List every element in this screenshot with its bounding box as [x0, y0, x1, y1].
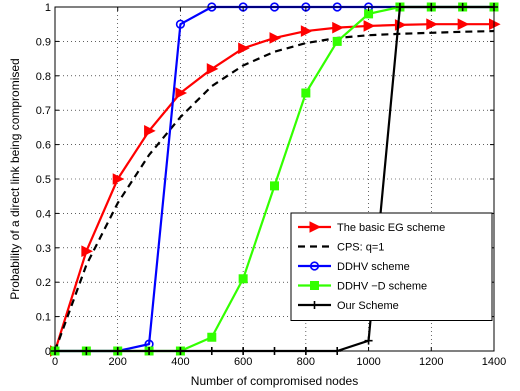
series-line — [53, 29, 495, 352]
data-point — [207, 332, 217, 342]
x-tick-label: 600 — [234, 356, 252, 368]
series-1 — [53, 29, 495, 352]
ticks: 0 200 400 600 800 1000 1200 1400 0 0.1 0.2 0.3 0.4 0.… — [36, 2, 507, 368]
legend-entry: Our Scheme — [298, 300, 399, 312]
data-point — [426, 18, 438, 31]
data-point — [332, 21, 344, 34]
x-axis-label: Number of compromised nodes — [191, 374, 358, 388]
legend-label: DDHV −D scheme — [337, 281, 427, 293]
y-tick-label: 0.9 — [36, 36, 51, 48]
y-tick-label: 1 — [45, 2, 51, 14]
legend-swatch-marker — [310, 281, 319, 290]
data-point — [363, 20, 376, 32]
x-tick-label: 200 — [109, 356, 127, 368]
legend-entry: DDHV scheme — [298, 261, 410, 273]
data-point — [81, 245, 93, 258]
legend-label: The basic EG scheme — [337, 222, 445, 234]
y-tick-label: 0.7 — [36, 105, 51, 117]
data-point — [269, 32, 282, 44]
data-point — [332, 36, 342, 46]
x-tick-label: 400 — [171, 356, 189, 368]
x-tick-label: 800 — [297, 356, 315, 368]
legend-entry: DDHV −D scheme — [298, 281, 427, 293]
data-point — [270, 181, 279, 191]
data-point — [364, 336, 373, 345]
x-tick-label: 0 — [52, 356, 58, 368]
legend-swatch-marker — [309, 221, 322, 233]
data-point — [175, 87, 188, 99]
y-tick-label: 0.3 — [36, 243, 51, 255]
y-tick-label: 0.1 — [36, 312, 51, 324]
x-tick-label: 1400 — [482, 356, 506, 368]
data-point — [206, 63, 219, 75]
data-point — [364, 9, 374, 19]
legend-label: CPS: q=1 — [337, 242, 384, 254]
legend-label: Our Scheme — [337, 300, 399, 312]
data-point — [175, 19, 186, 29]
y-tick-label: 0.6 — [36, 140, 51, 152]
y-tick-label: 0 — [45, 346, 51, 358]
data-point — [300, 25, 313, 37]
legend-label: DDHV scheme — [337, 261, 410, 273]
y-tick-label: 0.4 — [36, 208, 51, 220]
x-tick-label: 1200 — [419, 356, 443, 368]
x-tick-label: 1000 — [356, 356, 380, 368]
data-point — [301, 88, 311, 98]
legend-entry: CPS: q=1 — [298, 242, 384, 254]
data-point — [238, 274, 248, 284]
legend-swatch-marker — [310, 301, 319, 309]
data-point — [238, 42, 250, 55]
y-tick-label: 0.5 — [36, 174, 51, 186]
y-tick-label: 0.2 — [36, 277, 51, 289]
legend: The basic EG scheme CPS: q=1 DDHV scheme DD… — [290, 212, 493, 321]
y-tick-label: 0.8 — [36, 71, 51, 83]
legend-entry: The basic EG scheme — [298, 221, 445, 234]
data-point — [457, 18, 470, 31]
data-point — [112, 173, 125, 185]
y-axis-label: Probability of a direct link being compr… — [8, 58, 22, 299]
data-point — [144, 125, 156, 137]
legend-swatch-marker — [309, 261, 320, 271]
